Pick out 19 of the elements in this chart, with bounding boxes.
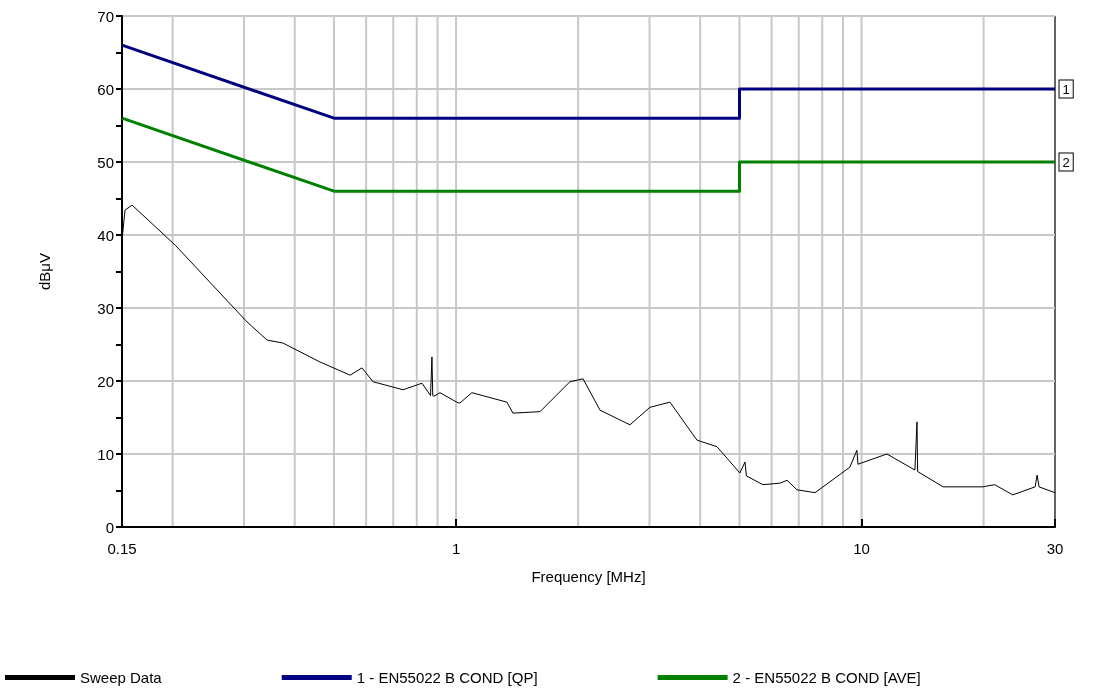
x-tick-label: 30 [1046, 540, 1064, 557]
y-tick-label: 60 [97, 80, 114, 98]
x-tick-label: 10 [853, 540, 870, 557]
y-tick-label: 10 [97, 445, 114, 463]
legend-label: 2 - EN55022 B COND [AVE] [732, 669, 921, 686]
y-tick-label: 40 [97, 226, 114, 244]
y-axis-title: dBμV [36, 253, 53, 290]
y-tick-label: 30 [97, 299, 114, 317]
y-tick-label: 50 [97, 153, 114, 171]
y-tick-label: 0 [105, 518, 114, 536]
y-tick-label: 20 [97, 372, 114, 390]
annotation: 2 [1062, 154, 1070, 170]
legend-label: 1 - EN55022 B COND [QP] [356, 669, 538, 686]
x-tick-label: 0.15 [107, 540, 137, 557]
annotation: 1 [1062, 81, 1070, 97]
x-tick-label: 1 [451, 540, 461, 557]
y-tick-label: 70 [97, 7, 114, 25]
legend-label: Sweep Data [80, 669, 163, 686]
x-axis-title: Frequency [MHz] [531, 568, 646, 585]
